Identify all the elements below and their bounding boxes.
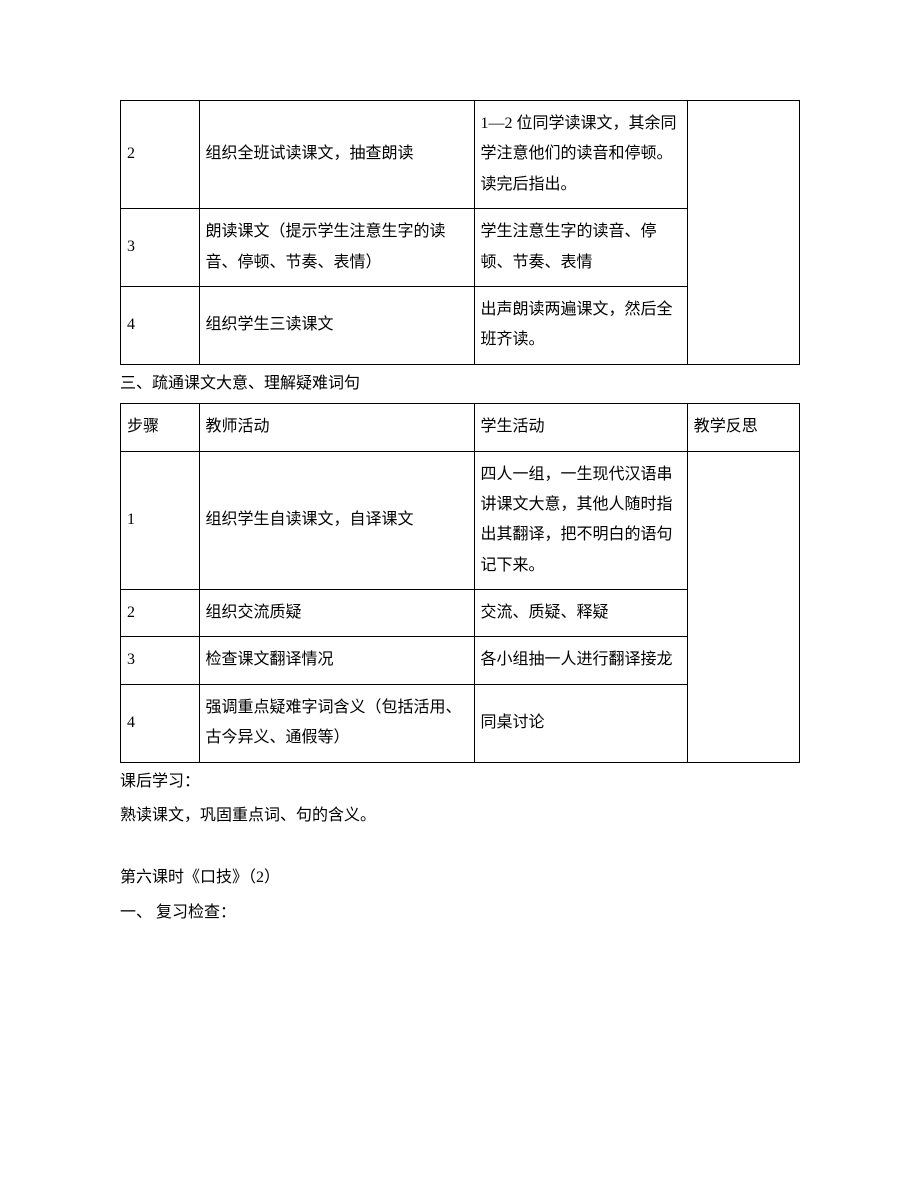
reflect-cell <box>687 451 799 762</box>
table-row: 1 组织学生自读课文，自译课文 四人一组，一生现代汉语串讲课文大意，其他人随时指… <box>121 451 800 590</box>
step-cell: 2 <box>121 590 200 637</box>
step-cell: 3 <box>121 637 200 684</box>
activity-table-1: 2 组织全班试读课文，抽查朗读 1—2 位同学读课文，其余同学注意他们的读音和停… <box>120 100 800 365</box>
header-step: 步骤 <box>121 404 200 451</box>
teacher-cell: 组织学生自读课文，自译课文 <box>199 451 474 590</box>
student-cell: 学生注意生字的读音、停顿、节奏、表情 <box>474 209 687 287</box>
teacher-cell: 朗读课文（提示学生注意生字的读音、停顿、节奏、表情） <box>199 209 474 287</box>
step-cell: 3 <box>121 209 200 287</box>
teacher-cell: 组织学生三读课文 <box>199 286 474 364</box>
teacher-cell: 组织全班试读课文，抽查朗读 <box>199 101 474 209</box>
header-teacher: 教师活动 <box>199 404 474 451</box>
table-header-row: 步骤 教师活动 学生活动 教学反思 <box>121 404 800 451</box>
student-cell: 各小组抽一人进行翻译接龙 <box>474 637 687 684</box>
student-cell: 四人一组，一生现代汉语串讲课文大意，其他人随时指出其翻译，把不明白的语句记下来。 <box>474 451 687 590</box>
header-student: 学生活动 <box>474 404 687 451</box>
section-3-title: 三、疏通课文大意、理解疑难词句 <box>120 369 800 399</box>
step-cell: 4 <box>121 684 200 762</box>
spacer <box>120 835 800 859</box>
step-cell: 4 <box>121 286 200 364</box>
reflect-cell <box>687 101 799 365</box>
post-study-text: 熟读课文，巩固重点词、句的含义。 <box>120 801 800 831</box>
teacher-cell: 组织交流质疑 <box>199 590 474 637</box>
student-cell: 出声朗读两遍课文，然后全班齐读。 <box>474 286 687 364</box>
lesson-6-section-1: 一、 复习检查： <box>120 898 800 928</box>
post-study-label: 课后学习： <box>120 767 800 797</box>
activity-table-2: 步骤 教师活动 学生活动 教学反思 1 组织学生自读课文，自译课文 四人一组，一… <box>120 403 800 763</box>
teacher-cell: 强调重点疑难字词含义（包括活用、古今异义、通假等） <box>199 684 474 762</box>
table-row: 2 组织全班试读课文，抽查朗读 1—2 位同学读课文，其余同学注意他们的读音和停… <box>121 101 800 209</box>
step-cell: 1 <box>121 451 200 590</box>
header-reflect: 教学反思 <box>687 404 799 451</box>
step-cell: 2 <box>121 101 200 209</box>
lesson-6-title: 第六课时《口技》（2） <box>120 863 800 893</box>
teacher-cell: 检查课文翻译情况 <box>199 637 474 684</box>
student-cell: 同桌讨论 <box>474 684 687 762</box>
student-cell: 交流、质疑、释疑 <box>474 590 687 637</box>
student-cell: 1—2 位同学读课文，其余同学注意他们的读音和停顿。读完后指出。 <box>474 101 687 209</box>
